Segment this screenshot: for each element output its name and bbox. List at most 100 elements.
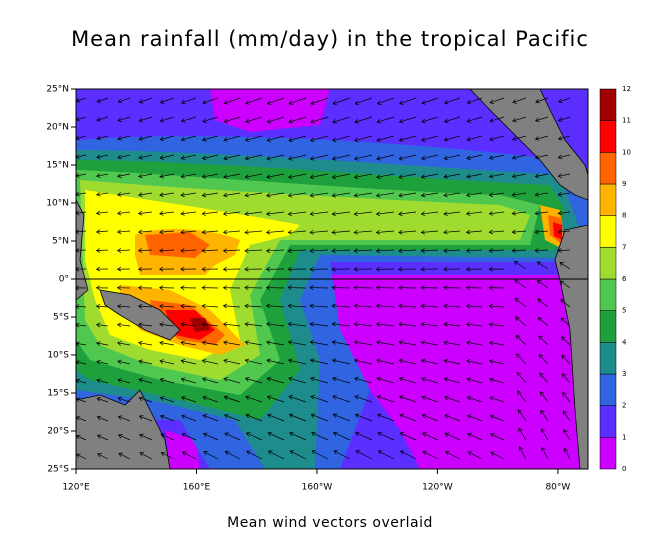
wind-arrow [201,229,219,235]
wind-arrow [180,377,197,384]
wind-arrow [377,450,395,460]
wind-arrow [443,377,461,384]
wind-arrow [117,97,131,104]
wind-arrow [539,391,549,403]
wind-arrow [534,248,549,253]
wind-arrow [465,229,483,235]
wind-arrow [534,192,549,197]
wind-arrow [287,192,307,198]
wind-arrow [201,340,219,346]
wind-arrow [76,322,87,328]
y-tick-label: 0° [59,275,69,285]
y-tick-label: 5°N [52,237,69,247]
wind-arrow [76,248,87,253]
wind-arrow [421,395,439,403]
wind-arrow [310,395,329,403]
wind-arrow [398,192,417,198]
wind-arrow [514,297,527,308]
wind-arrow [443,154,461,161]
wind-arrow [398,395,417,403]
wind-arrow [201,266,219,272]
wind-arrow [562,410,571,422]
wind-arrow [95,191,109,197]
wind-arrow [223,377,241,384]
wind-arrow [354,97,373,106]
wind-arrow [160,414,175,422]
wind-arrow [265,248,285,254]
wind-arrow [159,229,175,235]
x-tick-label: 160°W [302,483,333,493]
wind-arrow [488,303,505,309]
wind-arrow [516,353,527,365]
wind-arrow [180,266,197,272]
wind-arrow [353,285,373,291]
contour-band [190,318,210,332]
wind-arrow [540,409,549,422]
wind-arrow [513,261,527,270]
wind-arrow [244,376,263,384]
wind-arrow [398,116,417,124]
wind-arrow [138,97,153,104]
wind-arrow [353,358,373,365]
wind-arrow [376,116,395,124]
wind-arrow [422,450,439,460]
wind-arrow [245,97,263,105]
wind-arrow [222,192,241,198]
wind-arrow [118,452,131,460]
wind-arrow [353,248,373,254]
wind-arrow [96,397,109,403]
wind-arrow [331,340,351,346]
wind-arrow [266,340,285,346]
wind-arrow [96,359,109,365]
wind-arrow [180,395,197,403]
wind-arrow [331,173,351,180]
wind-arrow [537,316,549,327]
wind-arrow [489,414,505,422]
wind-arrow [96,116,109,122]
wind-arrow [466,358,483,365]
wind-arrow [488,285,505,291]
wind-arrow [96,434,109,441]
wind-arrow [159,340,175,346]
wind-arrow [309,321,329,327]
wind-arrow [489,97,505,104]
wind-arrow [138,396,153,403]
wind-arrow [534,154,549,160]
colorbar-label: 12 [622,85,631,93]
wind-arrow [332,395,351,403]
wind-arrow [76,341,87,347]
wind-arrow [201,322,219,327]
wind-arrow [375,321,395,327]
wind-arrow [181,432,197,441]
wind-arrow [534,210,549,216]
wind-arrow [117,359,131,365]
wind-arrow [288,97,307,105]
wind-arrow [265,211,285,217]
y-tick-label: 25°S [47,465,69,475]
wind-arrow [353,266,373,272]
wind-arrow [465,211,483,216]
wind-arrow [288,135,307,143]
wind-arrow [222,266,241,272]
wind-arrow [562,391,571,403]
wind-arrow [309,135,329,143]
wind-arrow [536,261,549,270]
wind-arrow [159,359,175,365]
wind-arrow [287,285,307,291]
wind-arrow [399,413,417,422]
wind-arrow [159,322,175,327]
wind-arrow [511,154,527,160]
wind-arrow [181,451,197,460]
wind-arrow [398,340,417,346]
wind-arrow [353,173,373,180]
wind-arrow [267,413,285,422]
wind-arrow [158,248,175,253]
wind-arrow [375,266,395,272]
wind-arrow [202,377,219,384]
wind-arrow [466,377,483,384]
wind-arrow [557,229,571,235]
wind-arrow [244,321,263,327]
wind-arrow [159,377,175,384]
wind-arrow [266,154,285,161]
wind-arrow [331,248,351,254]
